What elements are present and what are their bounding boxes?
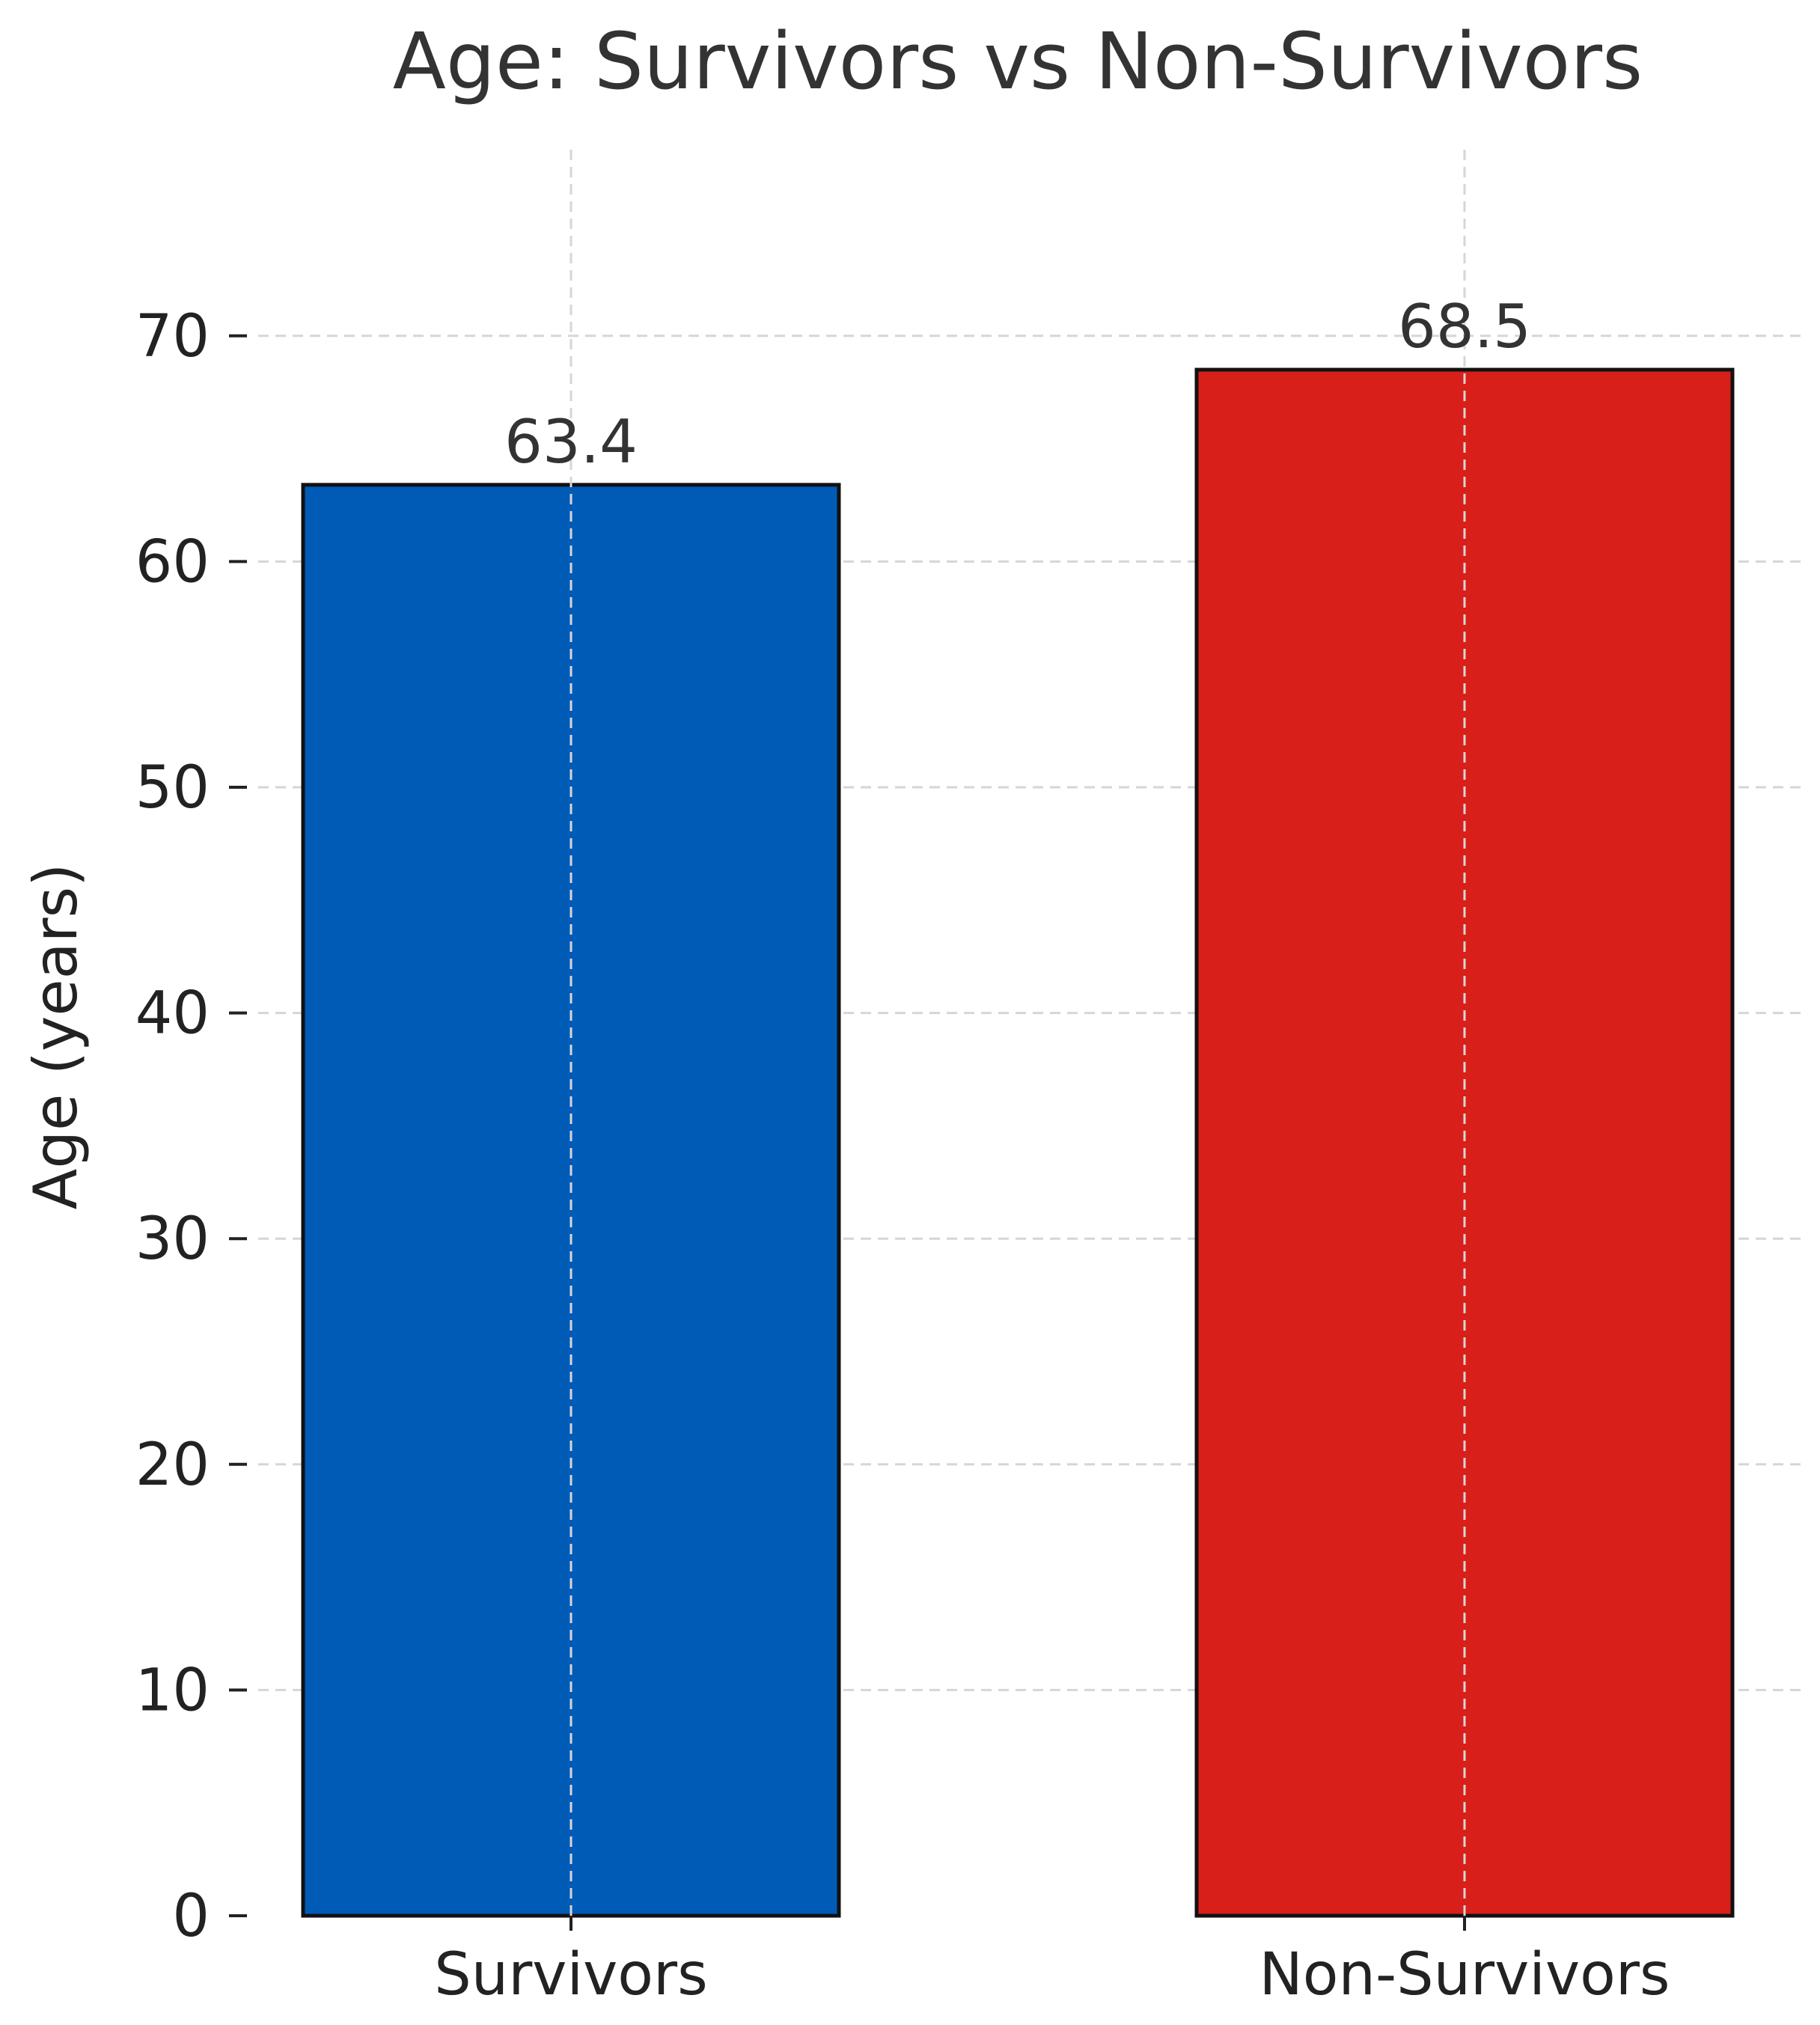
y-tick-label: 0	[172, 1883, 210, 1950]
y-tick-label: 40	[135, 980, 210, 1048]
x-tick-label: Non-Survivors	[1259, 1941, 1670, 2009]
bar-value-label: 63.4	[504, 407, 638, 477]
vertical-grid	[569, 150, 1466, 1916]
bar-value-label: 68.5	[1398, 292, 1531, 361]
y-tick-label: 70	[135, 303, 210, 370]
bars	[301, 367, 1735, 1918]
axes: 0 10 20 30 40 50 60 70 Survivors Non-Survivors	[135, 303, 1670, 2009]
y-tick-label: 20	[135, 1432, 210, 1499]
x-tick-label: Survivors	[434, 1941, 707, 2009]
y-tick-label: 10	[135, 1657, 210, 1724]
labels: 63.4 68.5	[504, 292, 1531, 477]
y-tick-label: 60	[135, 528, 210, 596]
y-axis-label: Age (years)	[21, 864, 91, 1210]
chart-title: Age: Survivors vs Non-Survivors	[393, 16, 1643, 107]
bar-non-survivors	[1194, 367, 1735, 1918]
y-tick-label: 50	[135, 754, 210, 822]
y-tick-label: 30	[135, 1206, 210, 1273]
